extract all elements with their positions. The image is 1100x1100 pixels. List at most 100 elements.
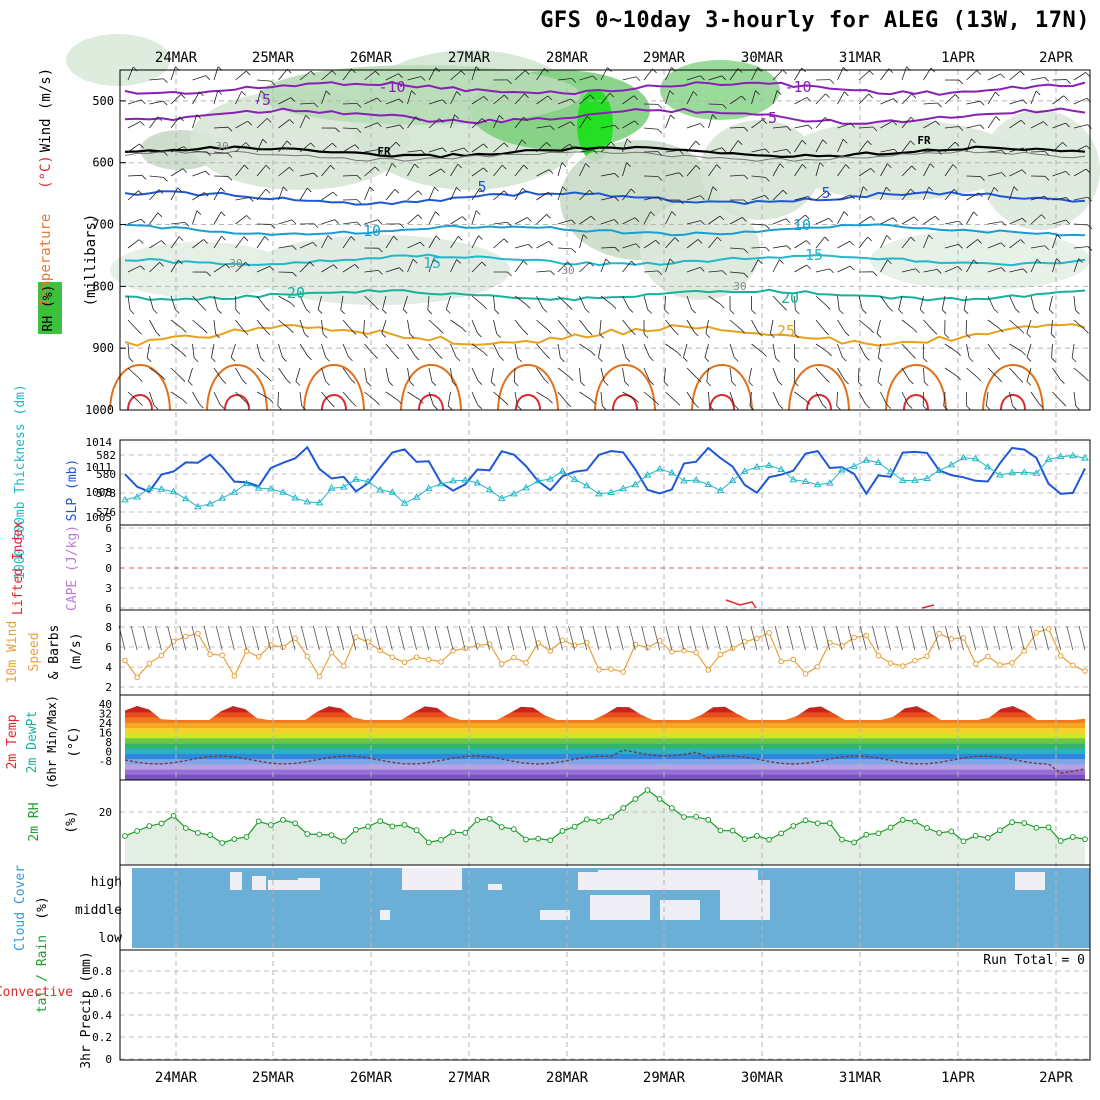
wind-barb <box>901 140 911 153</box>
wind-barb <box>493 190 505 201</box>
wind-barb <box>342 319 353 331</box>
wind-barb <box>987 187 995 201</box>
wind-barb-flag <box>850 194 855 200</box>
thickness-marker <box>631 480 640 488</box>
wind-barb <box>901 216 915 225</box>
wind-barb-flag <box>1018 378 1024 383</box>
wind-barb <box>493 391 505 402</box>
wind-barb <box>665 343 678 353</box>
thickness-marker <box>862 456 871 463</box>
temp2m-label: 2m Temp <box>5 714 20 769</box>
wind-barb <box>653 625 661 651</box>
wind-barb <box>901 268 916 273</box>
wind-barb-flag <box>479 188 484 193</box>
date-label-bottom: 26MAR <box>350 1070 393 1086</box>
wind-barb-flag <box>434 186 439 192</box>
wind-barb-flag <box>435 235 441 241</box>
wind-barb-flag <box>1013 186 1019 191</box>
wind-barb <box>458 625 466 651</box>
wind-barb <box>188 367 193 382</box>
wind-barb-flag <box>647 309 652 314</box>
wind-barb-flag <box>664 309 670 315</box>
wind-barb-flag <box>295 381 301 386</box>
wind-barb-flag <box>481 118 487 123</box>
wind-barb-flag <box>414 163 419 169</box>
wind-barb-flag <box>369 186 375 192</box>
thickness-marker <box>339 483 348 490</box>
wind-barb <box>127 218 142 225</box>
thickness-marker <box>145 484 154 491</box>
wind-barb-flag <box>922 405 928 411</box>
wind-barb-flag <box>496 333 501 338</box>
precip-tick: 0 <box>105 1053 112 1066</box>
wind-barb <box>858 140 868 153</box>
wind-barb <box>364 166 376 177</box>
contour-35 <box>1000 394 1026 411</box>
wind-barb <box>446 625 454 651</box>
wind-barb <box>901 391 909 405</box>
wind-barb <box>738 625 746 651</box>
wind-speed-marker <box>328 649 335 656</box>
wind-barb <box>643 343 650 358</box>
wind-barb-flag <box>654 400 660 406</box>
wind-speed-marker <box>814 663 821 670</box>
wind-barb-flag <box>954 94 960 99</box>
temp-tick: 32 <box>99 708 112 721</box>
wind-barb <box>235 164 245 177</box>
wind-barb-flag <box>806 264 811 270</box>
wind-barb-flag <box>858 381 863 387</box>
thickness-marker <box>898 476 907 483</box>
wind10-label: 10m Wind <box>5 621 20 684</box>
wind-speed-marker <box>316 673 323 680</box>
wind-barb <box>428 118 440 129</box>
wind-barb <box>729 140 739 153</box>
rh-marker <box>681 814 687 820</box>
wind-barb-flag <box>1026 381 1032 386</box>
wind-barb-flag <box>177 187 182 192</box>
wind-barb-flag <box>375 70 380 76</box>
wind-barb <box>514 217 528 225</box>
wind-barb-flag <box>307 355 312 361</box>
wind-barb-flag <box>782 305 787 311</box>
wind-barb <box>665 391 677 402</box>
temperature-band <box>125 754 1085 760</box>
wind-barb <box>858 93 870 105</box>
wind-barb-flag <box>669 258 675 264</box>
wind-barb-flag <box>635 243 641 249</box>
wind-barb-flag <box>265 306 270 312</box>
wind-barb <box>1052 122 1066 129</box>
wind-barb <box>1009 391 1013 406</box>
wind-barb-flag <box>455 356 461 362</box>
wind-barb-flag <box>695 140 700 146</box>
wind-barb <box>987 116 997 129</box>
frames-layer <box>119 69 1091 1061</box>
wind-barb <box>1073 319 1085 330</box>
wind-barb-flag <box>241 91 246 96</box>
wind-barb <box>600 258 607 273</box>
wind-barb-flag <box>995 355 1001 360</box>
wind-barb-flag <box>227 176 233 181</box>
wind-speed-marker <box>1082 668 1088 674</box>
wind-barb <box>428 319 440 330</box>
wind-barb-flag <box>196 210 202 215</box>
contour-35 <box>127 394 153 411</box>
wind-barb <box>130 625 138 651</box>
wind-barb-flag <box>433 258 438 264</box>
wind-barb <box>677 625 685 651</box>
wind-barb-flag <box>158 189 164 194</box>
wind-barb <box>342 367 352 380</box>
wind-barb <box>278 245 293 249</box>
rh-marker <box>1082 836 1088 843</box>
contour-label: 10 <box>793 216 811 234</box>
wind-barb-flag <box>245 70 251 76</box>
wind-barb <box>858 216 871 225</box>
wind-barb <box>708 236 718 249</box>
rh-marker <box>972 832 979 839</box>
wind-barb-flag <box>265 164 271 170</box>
wind-barb <box>966 367 978 378</box>
thickness-marker <box>1068 451 1077 459</box>
thickness-marker <box>133 492 142 500</box>
wind-barb <box>557 247 572 250</box>
lifted-index-line <box>921 604 935 609</box>
wind-barb-flag <box>1034 309 1039 314</box>
